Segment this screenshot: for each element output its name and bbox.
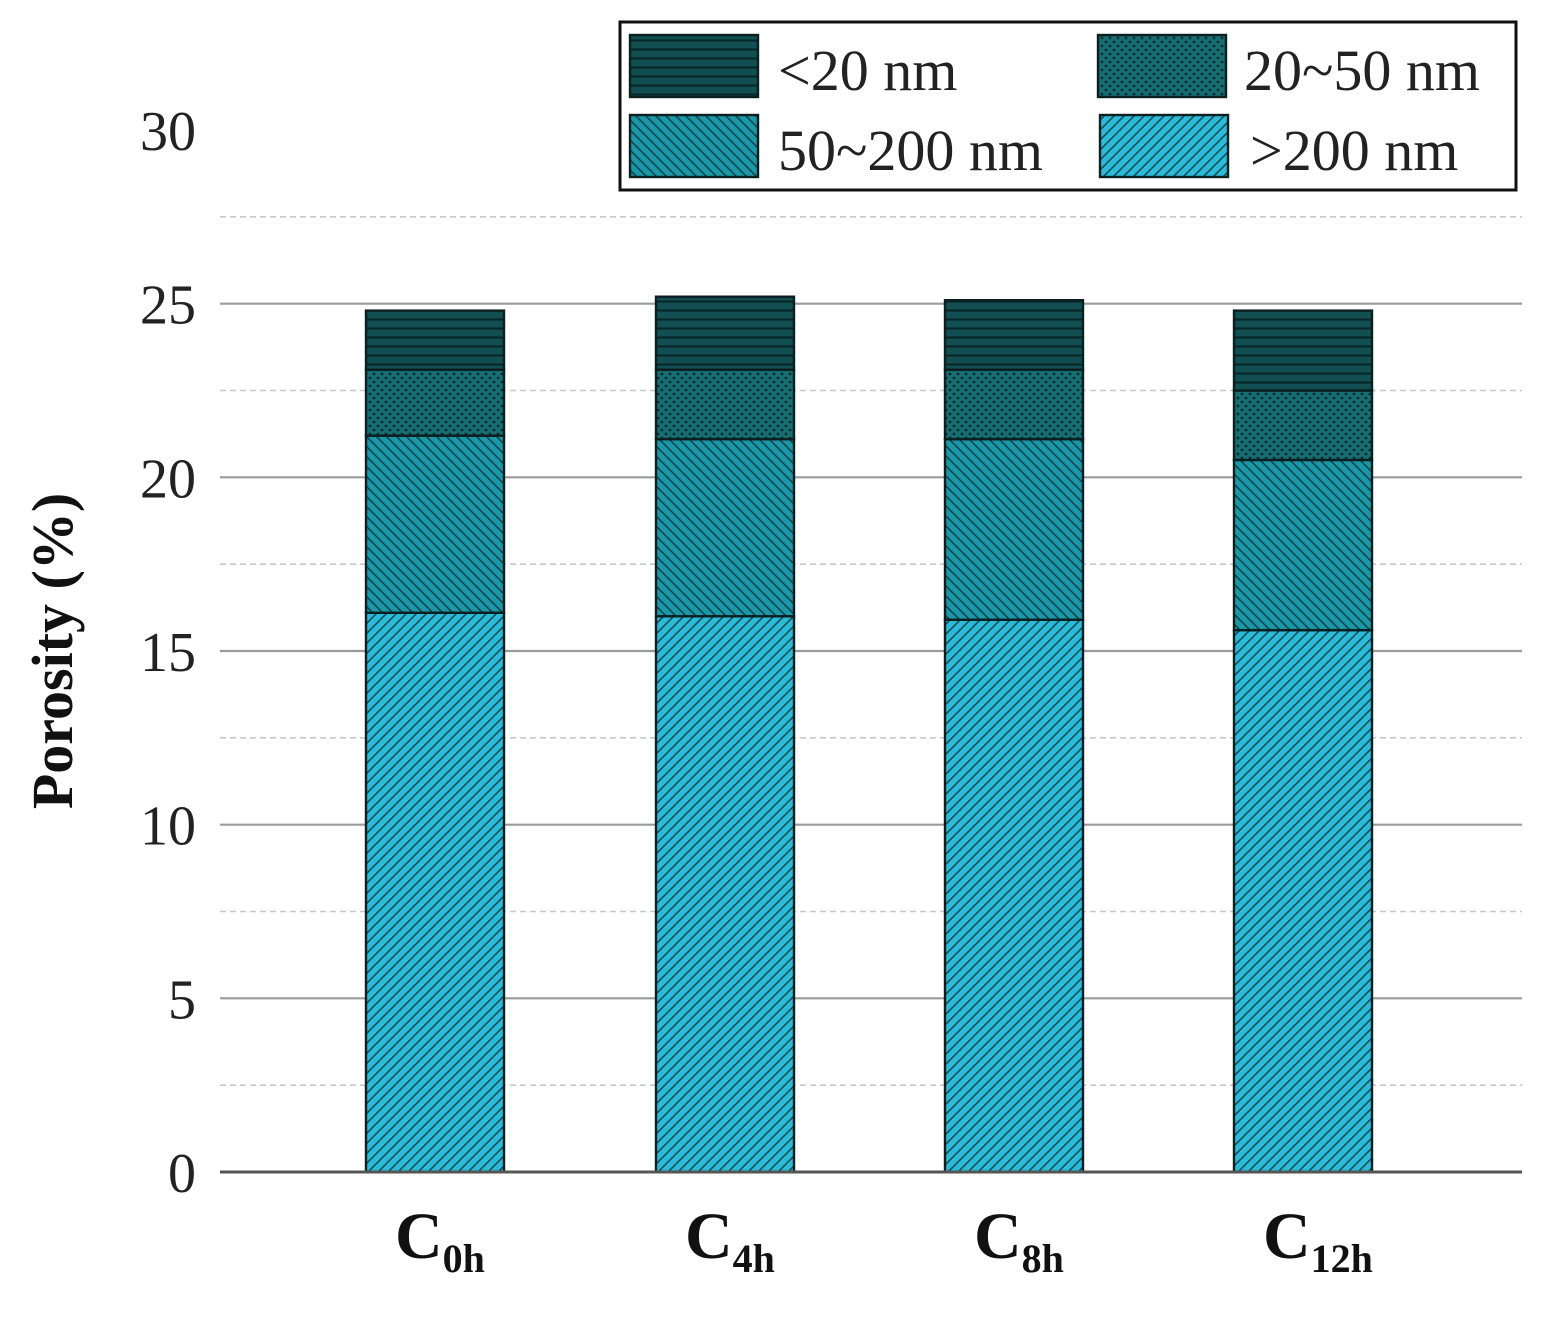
legend-swatch xyxy=(628,33,760,99)
y-tick-label: 5 xyxy=(168,969,196,1031)
y-tick-label: 10 xyxy=(140,796,196,858)
x-tick-label: C8h xyxy=(974,1200,1064,1281)
y-tick-label: 20 xyxy=(140,448,196,510)
bar-segment-C0h-50200nm xyxy=(364,434,506,614)
legend-swatch xyxy=(628,113,760,179)
legend-label: <20 nm xyxy=(778,38,957,103)
bar-segment-C8h-200nm xyxy=(943,618,1085,1174)
legend-swatch xyxy=(1096,33,1228,99)
bar-segment-C0h-2050nm xyxy=(364,368,506,437)
bar-segment-C8h-20nm xyxy=(943,298,1085,371)
bar-segment-C8h-2050nm xyxy=(943,368,1085,441)
y-tick-label: 25 xyxy=(140,275,196,337)
x-tick-label: C12h xyxy=(1263,1200,1373,1281)
bar-segment-C12h-20nm xyxy=(1232,309,1374,392)
y-tick-label: 0 xyxy=(168,1143,196,1205)
axes: C0h C4h C8h C12h 0 5 10 15 20 25 30 Porosity (%) xyxy=(20,101,1522,1281)
bar-segment-C4h-50200nm xyxy=(654,437,796,618)
y-tick-label: 30 xyxy=(140,101,196,163)
bar-segment-C4h-20nm xyxy=(654,295,796,371)
x-tick-label: C0h xyxy=(395,1200,485,1281)
legend-box xyxy=(618,20,1518,192)
bar-segment-C8h-50200nm xyxy=(943,437,1085,621)
bars xyxy=(364,295,1374,1174)
bar-segment-C12h-50200nm xyxy=(1232,458,1374,632)
y-axis-label: Porosity (%) xyxy=(20,493,85,809)
x-tick-label: C4h xyxy=(685,1200,775,1281)
legend: <20 nm 20~50 nm 50~200 nm >200 nm xyxy=(618,20,1518,192)
bar-segment-C0h-20nm xyxy=(364,309,506,371)
bar-segment-C4h-2050nm xyxy=(654,368,796,441)
legend-label: >200 nm xyxy=(1250,118,1458,183)
legend-label: 50~200 nm xyxy=(778,118,1043,183)
legend-label: 20~50 nm xyxy=(1244,38,1480,103)
bar-segment-C12h-200nm xyxy=(1232,628,1374,1174)
bar-segment-C4h-200nm xyxy=(654,615,796,1174)
y-tick-label: 15 xyxy=(140,622,196,684)
legend-swatch xyxy=(1098,113,1230,179)
bar-segment-C12h-2050nm xyxy=(1232,389,1374,462)
bar-segment-C0h-200nm xyxy=(364,611,506,1174)
